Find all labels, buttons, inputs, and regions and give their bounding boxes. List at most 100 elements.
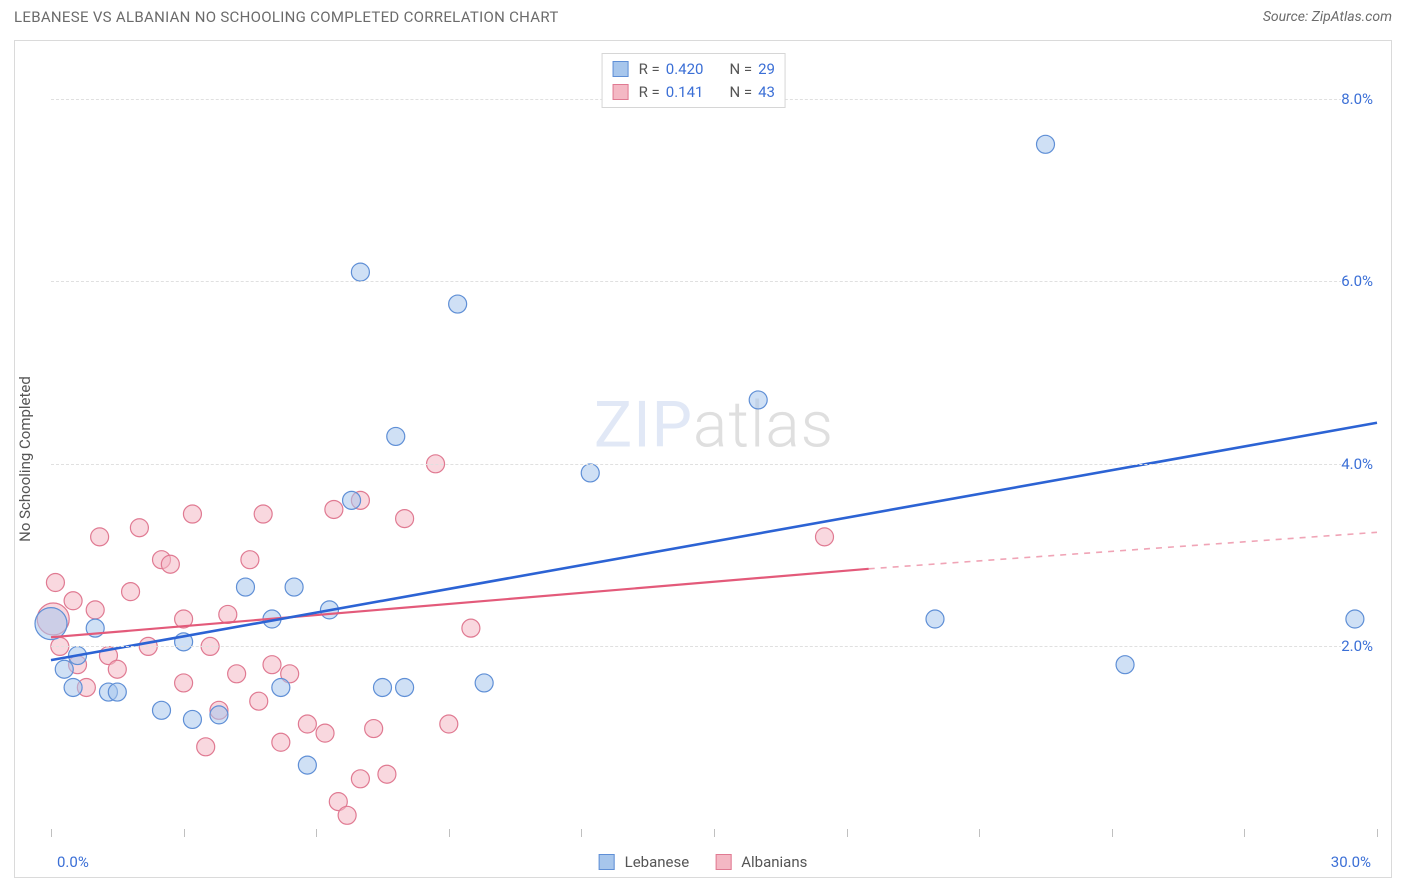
x-tick (449, 829, 450, 837)
lebanese-r-value: 0.420 (666, 58, 704, 81)
legend-label: Lebanese (625, 853, 690, 871)
lebanese-swatch-icon (613, 61, 629, 77)
lebanese-point (183, 710, 201, 728)
lebanese-point (64, 678, 82, 696)
albanians-point (462, 619, 480, 637)
legend-series: Lebanese Albanians (591, 853, 816, 871)
albanians-trendline-dashed (869, 532, 1377, 569)
lebanese-trendline (51, 423, 1377, 660)
x-tick (1244, 829, 1245, 837)
lebanese-point (1037, 135, 1055, 153)
albanians-point (440, 715, 458, 733)
y-axis-title: No Schooling Completed (16, 376, 34, 542)
lebanese-point (55, 660, 73, 678)
albanians-point (396, 510, 414, 528)
lebanese-point (1346, 610, 1364, 628)
plot-area: ZIPatlas 2.0%4.0%6.0%8.0% (51, 53, 1377, 829)
albanians-n-value: 43 (758, 81, 775, 104)
y-tick-label: 8.0% (1341, 90, 1379, 108)
albanians-point (298, 715, 316, 733)
albanians-point (64, 592, 82, 610)
chart-container: No Schooling Completed ZIPatlas 2.0%4.0%… (14, 40, 1392, 878)
albanians-r-value: 0.141 (666, 81, 704, 104)
x-tick (581, 829, 582, 837)
lebanese-point (272, 678, 290, 696)
albanians-point (816, 528, 834, 546)
n-prefix: N = (729, 58, 752, 81)
lebanese-point (475, 674, 493, 692)
lebanese-point (926, 610, 944, 628)
legend-item-albanians: Albanians (715, 853, 807, 871)
gridline-h (51, 646, 1377, 647)
lebanese-point (108, 683, 126, 701)
lebanese-point (374, 678, 392, 696)
x-tick (51, 829, 52, 837)
lebanese-point (581, 464, 599, 482)
lebanese-point (343, 491, 361, 509)
lebanese-point (35, 608, 67, 640)
legend-stat-row-lebanese: R = 0.420 N = 29 (613, 58, 775, 81)
lebanese-point (298, 756, 316, 774)
x-axis-min-label: 0.0% (57, 853, 89, 871)
lebanese-point (749, 391, 767, 409)
albanians-point (228, 665, 246, 683)
scatter-plot-svg (51, 53, 1377, 829)
gridline-h (51, 281, 1377, 282)
lebanese-point (210, 706, 228, 724)
gridline-h (51, 464, 1377, 465)
lebanese-point (396, 678, 414, 696)
chart-title: LEBANESE VS ALBANIAN NO SCHOOLING COMPLE… (14, 8, 559, 26)
lebanese-point (285, 578, 303, 596)
lebanese-point (153, 701, 171, 719)
albanians-point (219, 605, 237, 623)
albanians-point (272, 733, 290, 751)
albanians-point (108, 660, 126, 678)
x-tick (979, 829, 980, 837)
albanians-point (338, 806, 356, 824)
albanians-point (161, 555, 179, 573)
albanians-point (86, 601, 104, 619)
legend-stat-row-albanians: R = 0.141 N = 43 (613, 81, 775, 104)
x-tick (184, 829, 185, 837)
albanians-point (263, 656, 281, 674)
albanians-point (351, 770, 369, 788)
legend-item-lebanese: Lebanese (599, 853, 690, 871)
albanians-point (197, 738, 215, 756)
albanians-point (183, 505, 201, 523)
legend-label: Albanians (741, 853, 807, 871)
albanians-point (241, 551, 259, 569)
albanians-point (130, 519, 148, 537)
legend-stats: R = 0.420 N = 29 R = 0.141 N = 43 (602, 53, 786, 108)
x-tick (847, 829, 848, 837)
y-tick-label: 6.0% (1341, 272, 1379, 290)
albanians-point (250, 692, 268, 710)
x-tick (316, 829, 317, 837)
albanians-point (46, 574, 64, 592)
albanians-point (91, 528, 109, 546)
albanians-point (254, 505, 272, 523)
x-axis-max-label: 30.0% (1331, 853, 1371, 871)
lebanese-n-value: 29 (758, 58, 775, 81)
y-tick-label: 2.0% (1341, 637, 1379, 655)
albanians-point (325, 500, 343, 518)
n-prefix: N = (729, 81, 752, 104)
y-tick-label: 4.0% (1341, 455, 1379, 473)
albanians-swatch-icon (613, 84, 629, 100)
x-tick (1112, 829, 1113, 837)
lebanese-swatch-icon (599, 854, 615, 870)
lebanese-point (449, 295, 467, 313)
x-tick (1377, 829, 1378, 837)
r-prefix: R = (639, 58, 660, 81)
albanians-point (378, 765, 396, 783)
albanians-point (175, 674, 193, 692)
r-prefix: R = (639, 81, 660, 104)
source-label: Source: ZipAtlas.com (1263, 9, 1392, 25)
x-tick (714, 829, 715, 837)
albanians-point (122, 583, 140, 601)
lebanese-point (351, 263, 369, 281)
lebanese-point (1116, 656, 1134, 674)
albanians-swatch-icon (715, 854, 731, 870)
lebanese-point (236, 578, 254, 596)
albanians-trendline (51, 569, 869, 637)
albanians-point (365, 720, 383, 738)
